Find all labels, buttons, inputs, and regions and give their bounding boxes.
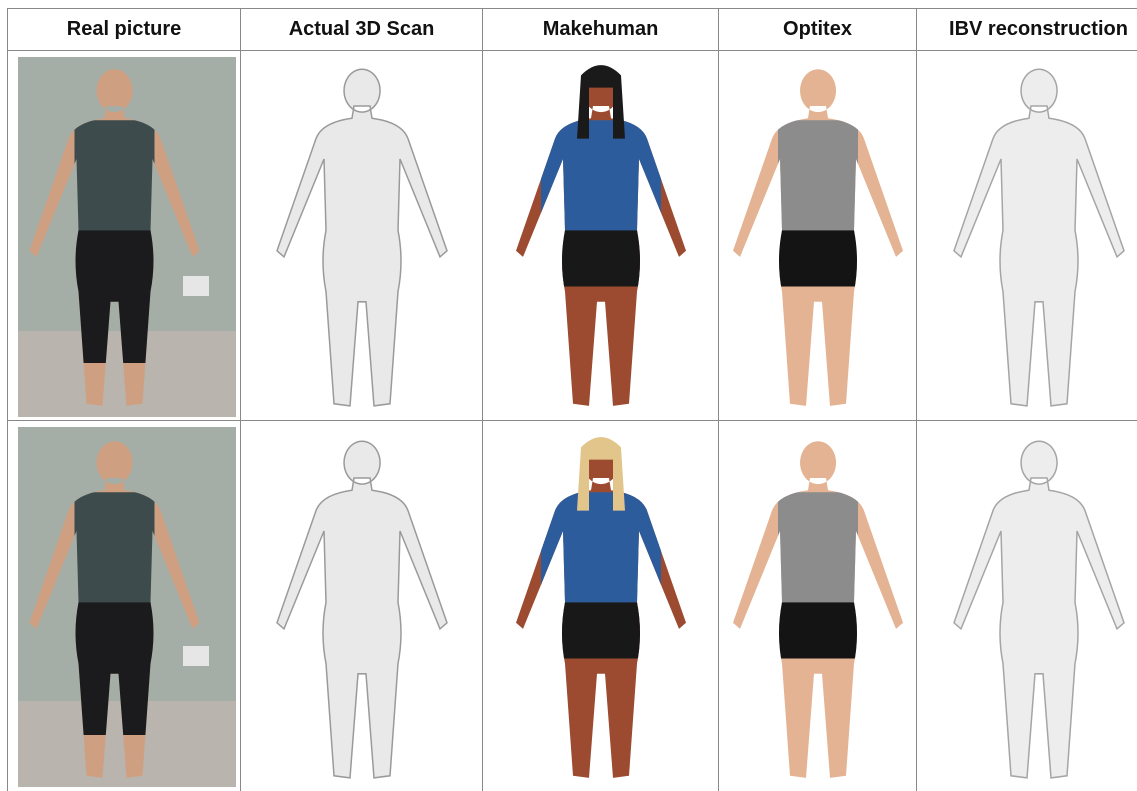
body-figure <box>733 441 903 778</box>
figure-image <box>8 51 240 420</box>
figure-image <box>483 51 718 420</box>
figure-table: Real pictureActual 3D ScanMakehumanOptit… <box>0 0 1137 791</box>
top <box>75 492 155 604</box>
image-cell <box>718 420 916 791</box>
image-cell <box>240 50 482 420</box>
bottom <box>773 602 863 658</box>
photo-socket <box>183 276 209 296</box>
body-figure <box>516 65 686 406</box>
clothing <box>541 120 661 286</box>
image-cell <box>7 420 240 791</box>
image-cell <box>916 50 1137 420</box>
figure-image <box>241 51 482 420</box>
figure-image <box>241 421 482 791</box>
figure-image <box>917 51 1137 420</box>
bottom <box>773 230 863 286</box>
body-shape <box>954 69 1124 406</box>
body-shape <box>277 441 447 778</box>
image-cell <box>916 420 1137 791</box>
header-cell: Optitex <box>718 8 916 50</box>
image-cell <box>7 50 240 420</box>
image-cell <box>240 420 482 791</box>
figure-image <box>917 421 1137 791</box>
header-cell: Actual 3D Scan <box>240 8 482 50</box>
clothing <box>541 492 661 658</box>
figure-image <box>8 421 240 791</box>
image-cell <box>718 50 916 420</box>
figure-image <box>719 51 916 420</box>
photo-socket <box>183 646 209 666</box>
body-figure <box>516 437 686 778</box>
bottom <box>556 230 646 286</box>
top <box>541 492 661 604</box>
header-cell: Real picture <box>7 8 240 50</box>
figure-image <box>719 421 916 791</box>
body-shape <box>277 69 447 406</box>
body-figure <box>277 441 447 778</box>
header-cell: IBV reconstruction <box>916 8 1137 50</box>
image-cell <box>482 420 718 791</box>
body-figure <box>277 69 447 406</box>
clothing <box>773 120 863 286</box>
body-figure <box>954 441 1124 778</box>
bottom <box>556 602 646 658</box>
figure-image <box>483 421 718 791</box>
body-figure <box>954 69 1124 406</box>
top <box>541 120 661 232</box>
header-cell: Makehuman <box>482 8 718 50</box>
top <box>778 492 858 604</box>
clothing <box>773 492 863 658</box>
body-figure <box>733 69 903 406</box>
image-cell <box>482 50 718 420</box>
top <box>778 120 858 232</box>
top <box>75 120 155 232</box>
body-shape <box>954 441 1124 778</box>
